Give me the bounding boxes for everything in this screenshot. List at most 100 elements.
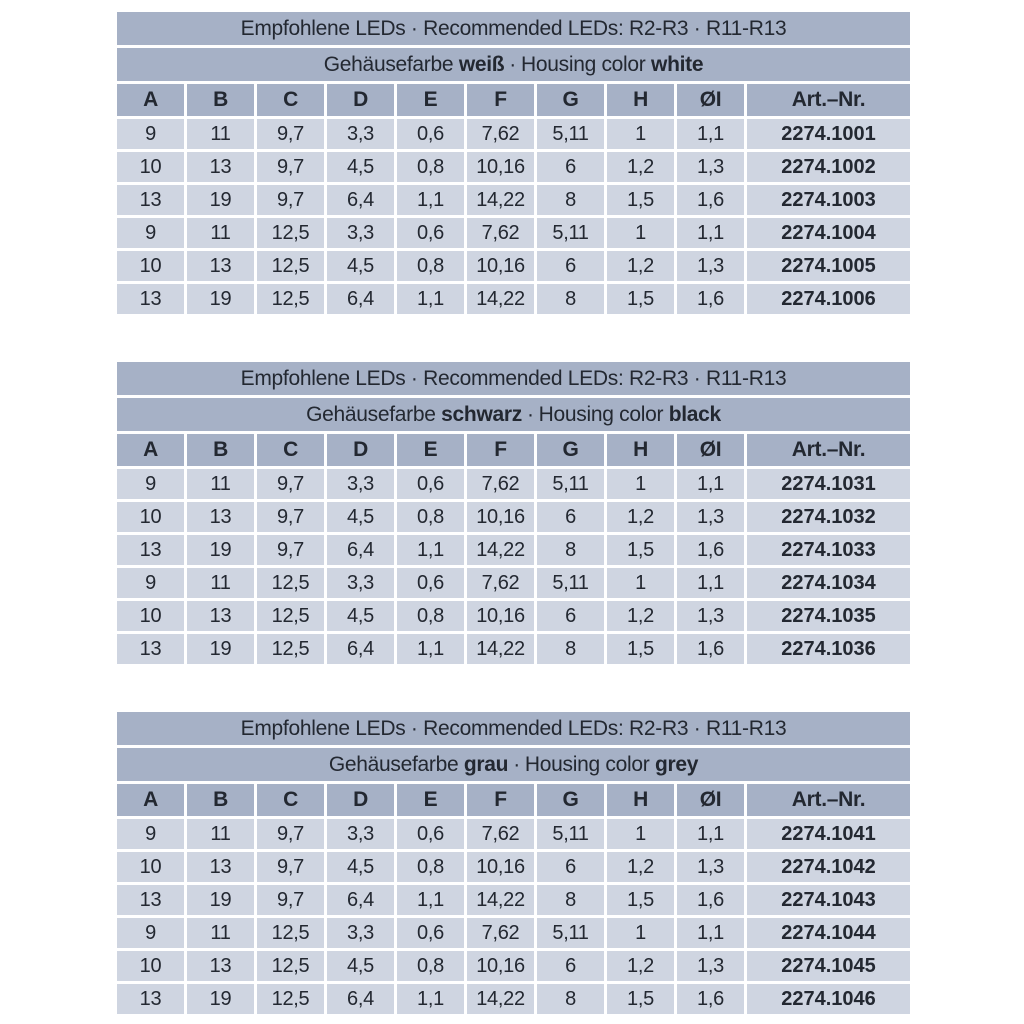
column-header-h: H xyxy=(607,84,674,116)
cell-d: 6,4 xyxy=(327,885,394,915)
cell-h: 1,5 xyxy=(607,185,674,215)
housing-color-en: white xyxy=(651,52,704,76)
column-header-b: B xyxy=(187,84,254,116)
cell-f: 10,16 xyxy=(467,852,534,882)
article-number: 2274.1031 xyxy=(747,469,910,499)
cell-e: 0,8 xyxy=(397,601,464,631)
cell-d: 3,3 xyxy=(327,568,394,598)
column-header-art-nr: Art.–Nr. xyxy=(747,84,910,116)
cell-h: 1,2 xyxy=(607,152,674,182)
cell-e: 1,1 xyxy=(397,984,464,1014)
column-header-b: B xyxy=(187,784,254,816)
cell-c: 9,7 xyxy=(257,119,324,149)
cell-c: 9,7 xyxy=(257,502,324,532)
cell-e: 1,1 xyxy=(397,885,464,915)
column-header-art-nr: Art.–Nr. xyxy=(747,434,910,466)
cell-d: 6,4 xyxy=(327,185,394,215)
cell-g: 8 xyxy=(537,185,604,215)
cell-oi: 1,3 xyxy=(677,251,744,281)
cell-g: 8 xyxy=(537,284,604,314)
cell-e: 0,6 xyxy=(397,218,464,248)
cell-a: 13 xyxy=(117,284,184,314)
article-number: 2274.1006 xyxy=(747,284,910,314)
subtitle-separator: · xyxy=(509,52,516,76)
cell-d: 4,5 xyxy=(327,251,394,281)
column-header-oi: ØI xyxy=(677,84,744,116)
cell-oi: 1,3 xyxy=(677,152,744,182)
cell-c: 9,7 xyxy=(257,152,324,182)
cell-f: 7,62 xyxy=(467,469,534,499)
housing-color-de: weiß xyxy=(458,52,505,76)
cell-f: 7,62 xyxy=(467,918,534,948)
cell-h: 1 xyxy=(607,469,674,499)
cell-g: 6 xyxy=(537,251,604,281)
cell-e: 1,1 xyxy=(397,284,464,314)
column-header-g: G xyxy=(537,434,604,466)
cell-e: 1,1 xyxy=(397,535,464,565)
cell-a: 9 xyxy=(117,469,184,499)
column-header-d: D xyxy=(327,434,394,466)
cell-a: 10 xyxy=(117,852,184,882)
cell-h: 1,2 xyxy=(607,502,674,532)
cell-h: 1,2 xyxy=(607,951,674,981)
cell-e: 1,1 xyxy=(397,634,464,664)
table-subtitle: Gehäusefarbe schwarz · Housing color black xyxy=(117,398,910,431)
cell-a: 13 xyxy=(117,984,184,1014)
cell-h: 1 xyxy=(607,819,674,849)
tables-container: Empfohlene LEDs · Recommended LEDs: R2-R… xyxy=(117,12,910,1014)
cell-d: 6,4 xyxy=(327,984,394,1014)
column-header-g: G xyxy=(537,84,604,116)
article-number: 2274.1041 xyxy=(747,819,910,849)
cell-e: 0,8 xyxy=(397,152,464,182)
cell-a: 9 xyxy=(117,568,184,598)
cell-g: 6 xyxy=(537,601,604,631)
cell-f: 10,16 xyxy=(467,951,534,981)
column-header-e: E xyxy=(397,434,464,466)
cell-c: 9,7 xyxy=(257,819,324,849)
led-table-3: Empfohlene LEDs · Recommended LEDs: R2-R… xyxy=(117,712,910,1014)
cell-c: 12,5 xyxy=(257,984,324,1014)
cell-g: 5,11 xyxy=(537,918,604,948)
housing-color-en: grey xyxy=(654,752,699,776)
cell-a: 9 xyxy=(117,819,184,849)
cell-b: 19 xyxy=(187,634,254,664)
cell-h: 1 xyxy=(607,119,674,149)
subtitle-en-label: Housing color xyxy=(524,752,650,776)
cell-d: 3,3 xyxy=(327,218,394,248)
cell-g: 8 xyxy=(537,634,604,664)
column-header-e: E xyxy=(397,84,464,116)
cell-c: 12,5 xyxy=(257,218,324,248)
article-number: 2274.1045 xyxy=(747,951,910,981)
led-table-2: Empfohlene LEDs · Recommended LEDs: R2-R… xyxy=(117,362,910,664)
cell-h: 1 xyxy=(607,568,674,598)
column-header-h: H xyxy=(607,784,674,816)
cell-f: 7,62 xyxy=(467,819,534,849)
cell-a: 13 xyxy=(117,185,184,215)
cell-c: 12,5 xyxy=(257,918,324,948)
cell-f: 14,22 xyxy=(467,634,534,664)
cell-h: 1,2 xyxy=(607,251,674,281)
cell-e: 0,6 xyxy=(397,918,464,948)
cell-h: 1,5 xyxy=(607,634,674,664)
cell-c: 12,5 xyxy=(257,951,324,981)
column-header-a: A xyxy=(117,84,184,116)
column-header-d: D xyxy=(327,784,394,816)
cell-f: 14,22 xyxy=(467,984,534,1014)
cell-a: 9 xyxy=(117,918,184,948)
cell-g: 5,11 xyxy=(537,119,604,149)
cell-b: 11 xyxy=(187,469,254,499)
table-subtitle: Gehäusefarbe weiß · Housing color white xyxy=(117,48,910,81)
cell-b: 11 xyxy=(187,918,254,948)
cell-b: 19 xyxy=(187,284,254,314)
cell-oi: 1,6 xyxy=(677,984,744,1014)
cell-d: 4,5 xyxy=(327,951,394,981)
cell-h: 1,5 xyxy=(607,535,674,565)
column-header-c: C xyxy=(257,434,324,466)
cell-e: 0,6 xyxy=(397,119,464,149)
column-header-f: F xyxy=(467,784,534,816)
column-header-b: B xyxy=(187,434,254,466)
cell-oi: 1,1 xyxy=(677,918,744,948)
cell-c: 12,5 xyxy=(257,568,324,598)
cell-oi: 1,3 xyxy=(677,852,744,882)
